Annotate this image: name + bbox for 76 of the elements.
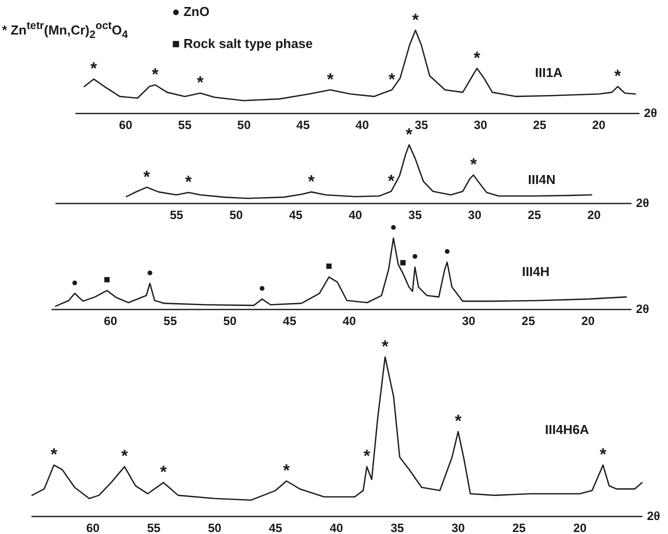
annotation: ■ Rock salt type phase (172, 36, 313, 51)
annotation: * (470, 155, 478, 174)
annotation: ■ (400, 257, 406, 270)
x-tick-label: 60 (118, 118, 133, 132)
x-tick-label: 50 (229, 208, 244, 222)
x-tick-label: 25 (512, 521, 526, 534)
annotation: ● (146, 266, 154, 279)
x-tick-label: 45 (296, 118, 310, 132)
annotation: * (474, 48, 481, 68)
x-tick-label: 20 (587, 208, 602, 222)
series-label: III4H (522, 264, 550, 279)
x-tick-label: 55 (178, 118, 192, 132)
text: ● ZnO (172, 4, 210, 19)
annotation: * (406, 124, 413, 144)
text: III4H6A (545, 422, 590, 437)
x-axis-title: 2θ (636, 302, 650, 316)
x-tick-label: 20 (592, 118, 606, 132)
annotation: ■ (104, 274, 110, 286)
x-tick-label: 40 (330, 521, 344, 534)
annotation: * (196, 73, 204, 92)
annotation: * (412, 10, 420, 30)
annotation: * (364, 446, 371, 466)
x-tick-label: 40 (356, 118, 370, 132)
x-tick-label: 50 (208, 521, 222, 534)
annotation: * (382, 336, 389, 356)
x-tick-label: 30 (451, 521, 466, 534)
series-label: III1A (535, 65, 564, 80)
x-tick-label: 25 (532, 118, 547, 132)
x-tick-label: 45 (268, 521, 283, 534)
annotation: * (614, 66, 622, 86)
annotation: ■ (326, 260, 332, 273)
x-tick-label: 40 (342, 314, 356, 328)
x-tick-label: 25 (522, 314, 536, 328)
x-tick-label: 30 (474, 118, 488, 132)
series-label: III4N (528, 172, 556, 187)
x-tick-label: 50 (223, 314, 237, 328)
annotation: * (121, 446, 128, 466)
x-tick-label: 60 (104, 314, 118, 328)
x-tick-label: 20 (581, 314, 596, 328)
x-tick-label: 45 (289, 208, 303, 222)
x-tick-label: 60 (86, 521, 100, 534)
x-tick-label: 25 (528, 208, 542, 222)
annotation: * Zn$^{tetr}$(Mn,Cr)$_{2}$$^{oct}$O$_{4}$ (2, 20, 128, 41)
annotation: * (454, 412, 462, 431)
x-tick-label: 50 (237, 118, 251, 132)
x-tick-label: 35 (408, 208, 422, 222)
annotation: * (152, 64, 159, 84)
x-axis-title: 2θ (636, 196, 650, 210)
x-tick-label: 35 (414, 118, 428, 132)
x-tick-label: 30 (462, 314, 476, 328)
x-tick-label: 30 (468, 208, 482, 222)
x-tick-label: 40 (348, 208, 362, 222)
annotation: ● (412, 250, 418, 263)
annotation: * (600, 445, 607, 464)
annotation: * (160, 462, 168, 482)
annotation: ● (444, 246, 450, 258)
annotation: ● (71, 276, 78, 289)
x-tick-label: 55 (170, 208, 184, 222)
annotation: * (308, 172, 315, 191)
annotation: * (90, 59, 98, 78)
annotation: * (185, 172, 192, 192)
x-tick-label: 35 (390, 521, 404, 534)
x-tick-label: 45 (282, 314, 297, 328)
x-tick-label: 55 (147, 521, 161, 534)
annotation: * (326, 70, 334, 89)
annotation: ● (258, 282, 266, 295)
x-axis-title: 2θ (647, 509, 660, 523)
annotation: * (388, 171, 395, 190)
annotation: * (143, 167, 150, 186)
x-tick-label: 55 (164, 314, 178, 328)
annotation: * (388, 70, 396, 89)
x-axis-title: 2θ (644, 106, 658, 120)
annotation: * (50, 445, 58, 464)
x-tick-label: 20 (573, 521, 587, 534)
annotation: * (283, 461, 290, 480)
annotation: ● (390, 222, 397, 234)
